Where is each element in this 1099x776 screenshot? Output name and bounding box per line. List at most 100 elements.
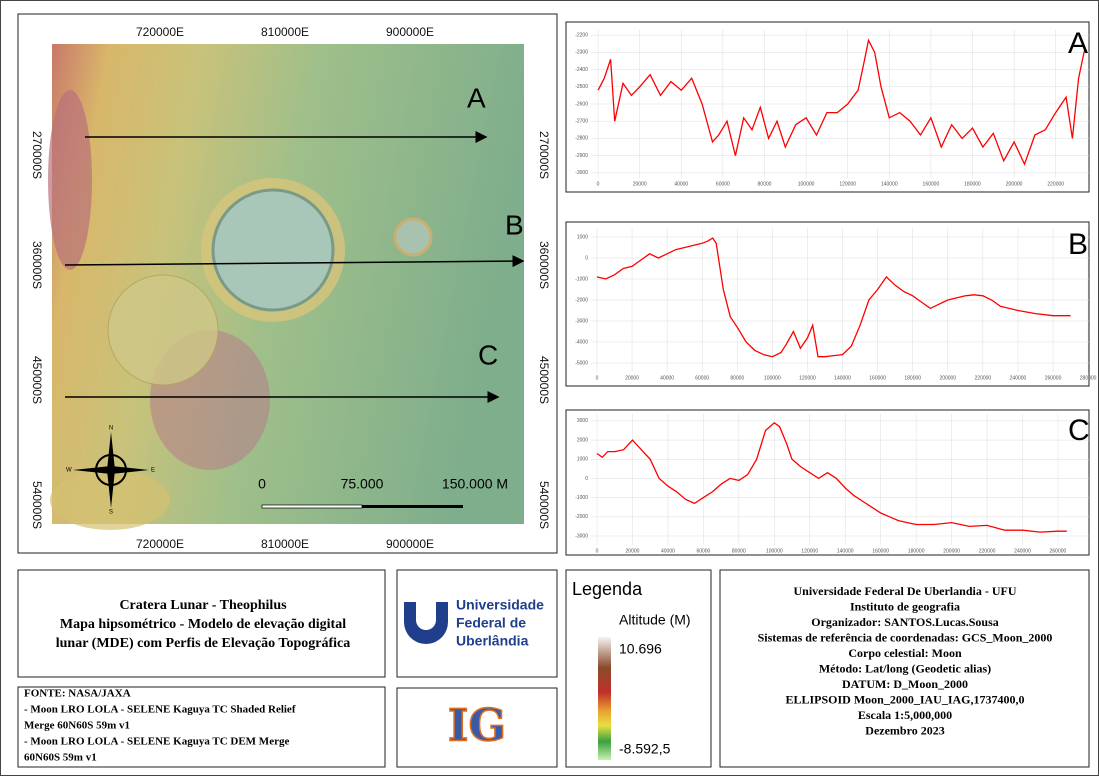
profile-frame <box>566 222 1089 386</box>
info-line: Sistemas de referência de coordenadas: G… <box>758 630 1053 644</box>
x-tick-label: 120000 <box>839 181 856 187</box>
y-tick-label: 0 <box>585 255 588 261</box>
x-tick-label: 100000 <box>798 181 815 187</box>
x-tick-label: 20000 <box>626 548 640 554</box>
x-tick-label: 220000 <box>975 375 992 381</box>
map-x-label: 810000E <box>261 25 309 39</box>
x-tick-label: 20000 <box>633 181 647 187</box>
x-tick-label: 0 <box>597 181 600 187</box>
info-line: Dezembro 2023 <box>865 723 944 737</box>
title: lunar (MDE) com Perfis de Elevação Topog… <box>56 636 351 651</box>
compass-w: W <box>66 468 72 474</box>
university-name: Universidade <box>456 597 544 613</box>
x-tick-label: 180000 <box>904 375 921 381</box>
map-x-label: 810000E <box>261 537 309 551</box>
map-y-label: 540000S <box>30 481 44 529</box>
y-tick-label: -2200 <box>575 32 588 38</box>
y-tick-label: -4000 <box>575 339 588 345</box>
info-line: Corpo celestial: Moon <box>848 646 962 660</box>
map-y-label: 450000S <box>537 356 551 404</box>
map-x-label: 900000E <box>386 537 434 551</box>
scale-bar <box>262 505 362 508</box>
y-tick-label: -2300 <box>575 50 588 56</box>
legend-box <box>566 570 711 767</box>
profile-label: C <box>478 339 498 370</box>
x-tick-label: 260000 <box>1045 375 1062 381</box>
x-tick-label: 180000 <box>908 548 925 554</box>
x-tick-label: 240000 <box>1014 548 1031 554</box>
y-tick-label: -2800 <box>575 136 588 142</box>
x-tick-label: 280000 <box>1080 375 1097 381</box>
profile-frame <box>566 22 1089 192</box>
info-line: ELLIPSOID Moon_2000_IAU_IAG,1737400,0 <box>785 692 1024 706</box>
map-y-label: 360000S <box>537 241 551 289</box>
x-tick-label: 200000 <box>939 375 956 381</box>
x-tick-label: 0 <box>596 548 599 554</box>
x-tick-label: 140000 <box>881 181 898 187</box>
x-tick-label: 180000 <box>964 181 981 187</box>
x-tick-label: 100000 <box>766 548 783 554</box>
scale-bar <box>362 505 463 508</box>
x-tick-label: 60000 <box>716 181 730 187</box>
y-tick-label: -3000 <box>575 318 588 324</box>
compass-n: N <box>109 426 113 432</box>
map-x-label: 900000E <box>386 25 434 39</box>
profile-frame <box>566 410 1089 555</box>
info-line: DATUM: D_Moon_2000 <box>842 677 968 691</box>
ig-logo: IG <box>448 701 506 752</box>
x-tick-label: 140000 <box>837 548 854 554</box>
profile-label: C <box>1068 414 1090 447</box>
profile-label: B <box>1068 228 1088 261</box>
y-tick-label: -3000 <box>575 533 588 539</box>
x-tick-label: 260000 <box>1050 548 1067 554</box>
crater-theophilus <box>213 190 333 310</box>
scale-label: 0 <box>258 476 266 492</box>
y-tick-label: 3000 <box>577 418 588 424</box>
info-line: Escala 1:5,000,000 <box>858 708 952 722</box>
x-tick-label: 120000 <box>801 548 818 554</box>
y-tick-label: -3000 <box>575 170 588 176</box>
map: A B C N S E W 0 75.000 150.000 M <box>48 44 524 530</box>
university-name: Federal de <box>456 615 526 631</box>
y-tick-label: 1000 <box>577 234 588 240</box>
y-tick-label: -2000 <box>575 514 588 520</box>
y-tick-label: -2400 <box>575 67 588 73</box>
x-tick-label: 160000 <box>872 548 889 554</box>
legend-ramp <box>598 637 611 760</box>
title: Mapa hipsométrico - Modelo de elevação d… <box>60 617 346 632</box>
scale-label: 150.000 M <box>442 476 508 492</box>
crater-small <box>395 219 431 255</box>
map-y-label: 270000S <box>30 131 44 179</box>
map-y-label: 270000S <box>537 131 551 179</box>
x-tick-label: 220000 <box>979 548 996 554</box>
y-tick-label: -2900 <box>575 153 588 159</box>
map-y-label: 360000S <box>30 241 44 289</box>
info-line: Instituto de geografia <box>850 599 960 613</box>
legend-max: 10.696 <box>619 641 662 657</box>
layout: A B C N S E W 0 75.000 150.000 M Cratera… <box>0 0 1099 776</box>
source-line: - Moon LRO LOLA - SELENE Kaguya TC DEM M… <box>24 736 289 748</box>
y-tick-label: -1000 <box>575 495 588 501</box>
y-tick-label: -2700 <box>575 119 588 125</box>
x-tick-label: 40000 <box>661 548 675 554</box>
x-tick-label: 80000 <box>730 375 744 381</box>
x-tick-label: 160000 <box>923 181 940 187</box>
legend-subtitle: Altitude (M) <box>619 612 691 628</box>
map-x-label: 720000E <box>136 537 184 551</box>
source-line: Merge 60N60S 59m v1 <box>24 720 130 732</box>
scale-label: 75.000 <box>341 476 384 492</box>
source-line: 60N60S 59m v1 <box>24 752 97 764</box>
map-y-label: 540000S <box>537 481 551 529</box>
x-tick-label: 140000 <box>834 375 851 381</box>
y-tick-label: 2000 <box>577 437 588 443</box>
info-line: Método: Lat/long (Geodetic alias) <box>819 661 991 675</box>
title: Cratera Lunar - Theophilus <box>119 598 287 613</box>
y-tick-label: -2600 <box>575 101 588 107</box>
x-tick-label: 60000 <box>696 548 710 554</box>
map-y-label: 450000S <box>30 356 44 404</box>
y-tick-label: -2500 <box>575 84 588 90</box>
y-tick-label: 1000 <box>577 457 588 463</box>
y-tick-label: 0 <box>585 476 588 482</box>
x-tick-label: 120000 <box>799 375 816 381</box>
x-tick-label: 20000 <box>625 375 639 381</box>
